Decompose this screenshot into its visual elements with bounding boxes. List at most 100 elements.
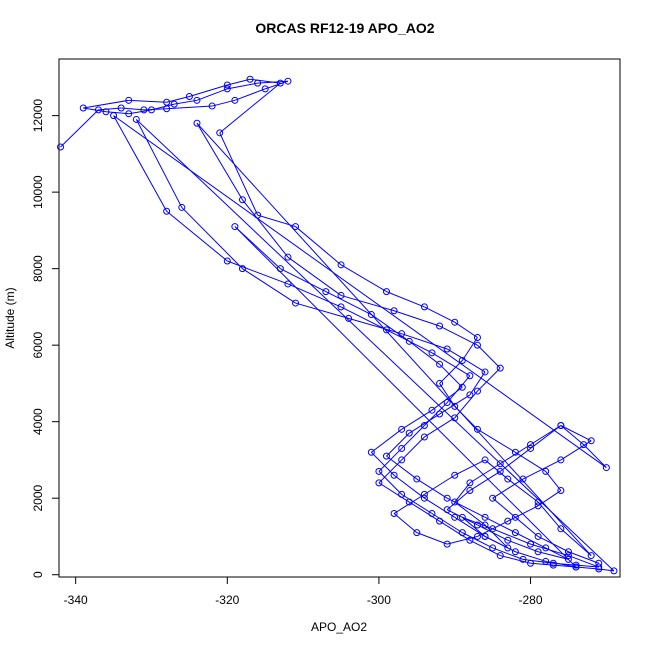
series-line-segment (484, 524, 509, 549)
data-point (193, 96, 201, 104)
data-point (436, 360, 444, 368)
series-line-segment (242, 199, 289, 258)
series-line-segment (265, 80, 289, 90)
series-line-segment (538, 551, 569, 560)
data-point (292, 223, 300, 231)
series-line-segment (454, 482, 471, 503)
data-point (238, 265, 246, 273)
data-point (511, 513, 519, 521)
y-axis-label: Altitude (m) (3, 287, 17, 348)
series-line-segment (545, 471, 562, 491)
data-point (496, 460, 504, 468)
y-tick-label: 10000 (31, 175, 45, 209)
data-point (527, 444, 535, 452)
data-point (504, 517, 512, 525)
data-point (216, 129, 224, 137)
data-point (443, 540, 451, 548)
series-line-segment (439, 394, 471, 415)
series-line-segment (492, 478, 524, 499)
series-line-segment (166, 96, 190, 103)
data-point (231, 96, 239, 104)
data-point (261, 85, 269, 93)
data-point (473, 334, 481, 342)
data-point (511, 548, 519, 556)
data-point (458, 383, 466, 391)
series-line-segment (98, 107, 122, 111)
series-line-segment (439, 363, 463, 388)
series-line-segment (568, 555, 599, 568)
series-line-segment (424, 306, 455, 323)
data-point (504, 536, 512, 544)
data-point (519, 475, 527, 483)
data-point (390, 471, 398, 479)
series-line-segment (219, 132, 259, 216)
data-point (284, 253, 292, 261)
series-line-segment (174, 99, 198, 105)
data-point (428, 349, 436, 357)
data-point (102, 108, 110, 116)
chart-title: ORCAS RF12-19 APO_AO2 (255, 20, 434, 36)
data-point (557, 422, 565, 430)
series-line-segment (568, 551, 599, 564)
data-point (458, 529, 466, 537)
series-line-segment (181, 207, 243, 270)
data-point (595, 563, 603, 571)
data-point (94, 106, 102, 114)
data-point (458, 356, 466, 364)
data-point (473, 532, 481, 540)
data-point (504, 544, 512, 552)
data-point (383, 452, 391, 460)
series-line-segment (105, 111, 129, 115)
data-point (610, 567, 618, 575)
series-line-segment (484, 459, 509, 480)
x-axis-label: APO_AO2 (311, 620, 367, 634)
data-point (580, 441, 588, 449)
data-point (595, 559, 603, 567)
series-line-segment (530, 425, 562, 446)
data-point (489, 525, 497, 533)
series-line-segment (121, 107, 144, 111)
data-point (443, 506, 451, 514)
series-line-segment (446, 375, 471, 403)
series-line-segment (408, 501, 440, 522)
data-point (458, 513, 466, 521)
data-point (284, 280, 292, 288)
series-line-segment (219, 82, 281, 134)
data-point (527, 441, 535, 449)
series-line-segment (234, 226, 281, 270)
series-line-segment (234, 226, 577, 568)
y-tick-label: 2000 (31, 485, 45, 512)
series-line-segment (196, 122, 592, 556)
data-point (163, 207, 171, 215)
series-line-segment (370, 451, 395, 476)
data-point (163, 105, 171, 113)
data-point (79, 104, 87, 112)
data-point (451, 414, 459, 422)
data-point (185, 92, 193, 100)
series-line-segment (446, 490, 471, 511)
x-tick-label: -340 (64, 593, 88, 607)
data-point (473, 425, 481, 433)
data-point (398, 456, 406, 464)
data-point (549, 561, 557, 569)
data-point (473, 341, 481, 349)
data-point (337, 291, 345, 299)
series-line-segment (287, 256, 342, 296)
series-line-segment (469, 463, 501, 484)
data-point (132, 115, 140, 123)
series-line-segment (166, 210, 228, 262)
series-line-segment (477, 367, 501, 392)
data-point (420, 422, 428, 430)
series-line-segment (196, 88, 228, 101)
y-axis: 0 2000 4000 6000 8000 10000 12000 (31, 99, 60, 578)
series-line-segment (135, 119, 615, 572)
x-axis: -340 -320 -300 -280 (64, 576, 543, 607)
series-line-segment (408, 340, 440, 365)
y-tick-label: 6000 (31, 331, 45, 358)
x-tick-label: -280 (519, 593, 543, 607)
data-series (57, 75, 618, 575)
series-line-segment (408, 413, 440, 434)
series-line-segment (189, 84, 228, 97)
series-line-segment (249, 78, 281, 84)
series-line-segment (492, 547, 524, 560)
